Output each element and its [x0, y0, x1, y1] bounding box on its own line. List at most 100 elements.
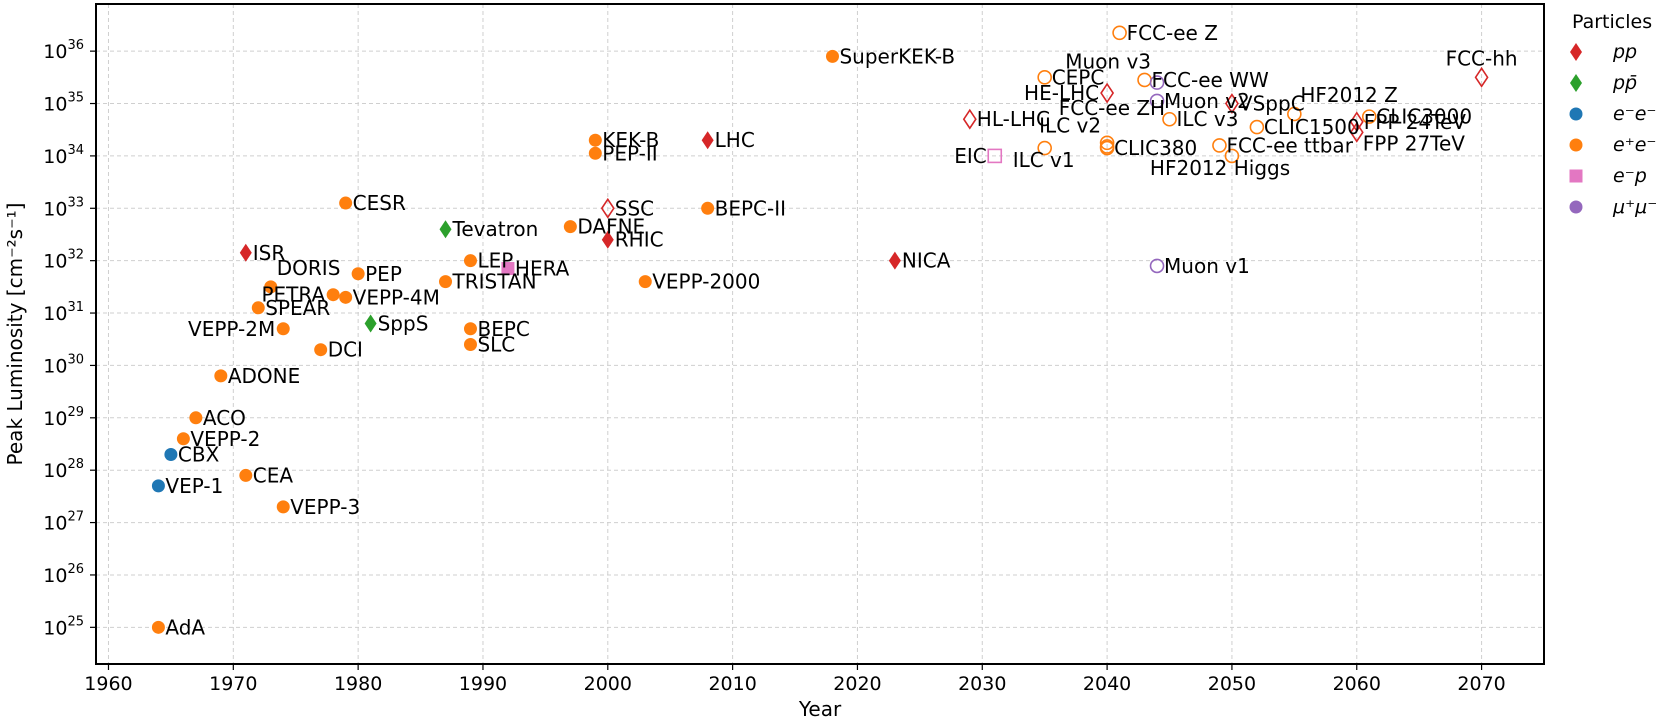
- point-vsppc: [1224, 93, 1239, 114]
- point-spps: [364, 314, 377, 333]
- label-vepp-3: VEPP-3: [290, 495, 360, 519]
- point-doris: [264, 280, 278, 294]
- point-cea: [239, 468, 253, 482]
- label-cea: CEA: [253, 463, 294, 487]
- x-tick-label: 2070: [1457, 673, 1505, 695]
- point-hera: [501, 262, 515, 276]
- label-ilc-v2: ILC v2: [1039, 113, 1101, 137]
- x-axis-ticks: 1960 1970 1980 1990 2000 2010 2020 2030 2040 2050…: [84, 664, 1506, 695]
- label-clic3000: CLIC3000: [1376, 105, 1472, 129]
- label-vepp-2m: VEPP-2M: [188, 317, 275, 341]
- point-superkek-b: [825, 49, 839, 63]
- point-muon-v1: [1149, 258, 1165, 274]
- point-he-lhc: [1100, 82, 1115, 104]
- label-pep: PEP: [365, 262, 402, 286]
- label-adone: ADONE: [228, 364, 300, 388]
- point-ilc-v3: [1162, 111, 1177, 127]
- point-fcc-hh: [1474, 66, 1489, 88]
- label-lep: LEP: [477, 249, 513, 273]
- point-adone: [214, 369, 228, 383]
- label-ssc: SSC: [615, 196, 654, 220]
- x-tick-label: 2030: [958, 673, 1006, 695]
- point-rhic: [601, 230, 614, 249]
- y-tick-label: 1031: [43, 300, 84, 325]
- label-spear: SPEAR: [265, 296, 330, 320]
- x-tick-label: 1970: [209, 673, 257, 695]
- legend-marker-ee: [1569, 107, 1583, 121]
- label-spps: SppS: [378, 312, 429, 336]
- point-eic: [987, 148, 1003, 164]
- data-points: [151, 25, 1489, 634]
- label-pep-ii: PEP-II: [602, 141, 657, 165]
- label-slc: SLC: [477, 332, 515, 356]
- point-lhc: [701, 131, 714, 150]
- point-ssc: [600, 197, 615, 219]
- point-fcc-ee-z: [1112, 25, 1127, 41]
- y-axis-title: Peak Luminosity [cm⁻²s⁻¹]: [3, 203, 27, 466]
- point-vepp-2000: [638, 275, 652, 289]
- x-tick-label: 2050: [1208, 673, 1256, 695]
- label-fpp-24tev: FPP 24TeV: [1364, 110, 1467, 134]
- point-dafne: [563, 220, 577, 234]
- label-fcc-ee-zh: FCC-ee ZH: [1059, 96, 1165, 120]
- point-hf2012-higgs: [1224, 148, 1240, 164]
- label-ilc-v3: ILC v3: [1177, 107, 1239, 131]
- label-isr: ISR: [253, 241, 286, 265]
- point-clic380: [1099, 140, 1115, 156]
- point-clic1500: [1249, 119, 1265, 135]
- point-kek-b: [588, 133, 602, 147]
- point-pep: [351, 267, 365, 281]
- label-cbx: CBX: [178, 442, 220, 466]
- point-slc: [463, 337, 477, 351]
- label-fpp-27tev: FPP 27TeV: [1363, 131, 1466, 155]
- point-muon-v2: [1149, 93, 1165, 109]
- y-tick-label: 1028: [43, 457, 84, 482]
- label-clic380: CLIC380: [1114, 136, 1197, 160]
- label-aco: ACO: [203, 406, 246, 430]
- label-rhic: RHIC: [615, 228, 664, 252]
- point-dci: [314, 343, 328, 357]
- x-tick-label: 2040: [1083, 673, 1131, 695]
- label-fcc-ee-ttbar: FCC-ee ttbar: [1226, 133, 1353, 157]
- label-vepp-2000: VEPP-2000: [652, 270, 760, 294]
- legend-marker-epem: [1569, 138, 1583, 152]
- legend-items: pp pp̄ e⁻e⁻ e⁺e⁻ e⁻p μ⁺μ⁻: [1569, 41, 1657, 218]
- legend-label-epem: e⁺e⁻: [1613, 134, 1656, 156]
- y-tick-label: 1027: [43, 510, 84, 535]
- y-tick-label: 1026: [43, 562, 84, 587]
- point-cepc: [1037, 70, 1052, 85]
- label-ada: AdA: [165, 615, 205, 639]
- legend-marker-mumu: [1569, 200, 1583, 214]
- label-tristan: TRISTAN: [452, 270, 537, 294]
- point-ilc-v1: [1037, 140, 1052, 156]
- y-tick-label: 1032: [43, 248, 84, 273]
- point-fpp-24tev: [1349, 111, 1364, 133]
- label-vep-1: VEP-1: [165, 474, 223, 498]
- label-eic: EIC: [954, 144, 987, 168]
- legend-marker-pp: [1570, 43, 1582, 61]
- y-tick-label: 1034: [43, 143, 84, 168]
- y-tick-label: 1033: [43, 195, 84, 220]
- legend-marker-ep: [1569, 169, 1583, 183]
- label-fcc-hh: FCC-hh: [1446, 46, 1518, 70]
- y-tick-label: 1030: [43, 352, 84, 377]
- label-kek-b: KEK-B: [602, 128, 659, 152]
- point-cesr: [339, 196, 353, 210]
- label-petra: PETRA: [261, 283, 325, 307]
- grid: [96, 4, 1544, 664]
- point-vepp-2: [176, 432, 190, 446]
- legend-label-ee: e⁻e⁻: [1613, 103, 1656, 125]
- point-vepp-3: [276, 500, 290, 514]
- point-fcc-ee-ttbar: [1212, 138, 1227, 153]
- y-tick-label: 1029: [43, 405, 84, 430]
- label-cepc: CEPC: [1052, 65, 1105, 89]
- x-tick-label: 2010: [708, 673, 756, 695]
- point-tevatron: [439, 220, 452, 239]
- label-bepc-ii: BEPC-II: [715, 196, 786, 220]
- label-ilc-v1: ILC v1: [1013, 148, 1075, 172]
- label-hl-lhc: HL-LHC: [977, 107, 1050, 131]
- label-bepc: BEPC: [477, 317, 529, 341]
